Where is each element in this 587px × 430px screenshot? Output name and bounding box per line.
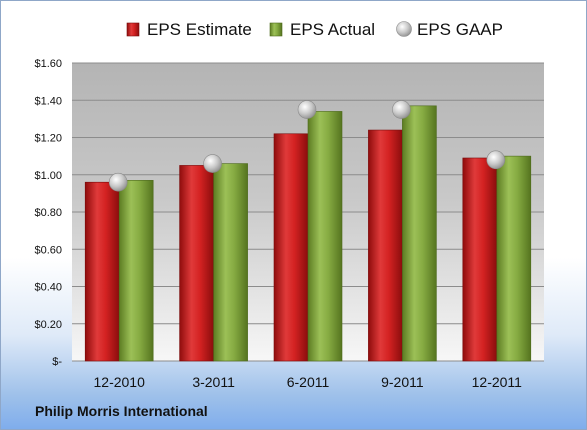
y-tick-label: $0.60	[34, 244, 62, 256]
x-tick-label: 12-2011	[472, 374, 523, 390]
legend-label: EPS Estimate	[147, 20, 252, 39]
x-tick-label: 12-2010	[94, 374, 146, 390]
bar-eps-estimate	[462, 157, 498, 362]
legend-label: EPS Actual	[290, 20, 375, 39]
bars	[84, 105, 532, 362]
x-tick-label: 6-2011	[287, 374, 330, 390]
bar-eps-actual	[118, 180, 154, 362]
bar-eps-actual	[496, 155, 532, 362]
bar-eps-estimate	[273, 133, 309, 362]
marker-eps-gaap	[108, 172, 128, 192]
y-axis: $- $0.20 $0.40 $0.60 $0.80 $1.00 $1.20 $1.40 $1.…	[34, 58, 62, 368]
y-tick-label: $1.60	[34, 58, 62, 70]
x-tick-label: 3-2011	[192, 374, 235, 390]
y-tick-label: $1.00	[34, 170, 62, 182]
bar-eps-estimate	[179, 165, 214, 362]
legend: EPS Estimate EPS Actual EPS GAAP	[126, 20, 503, 39]
y-tick-label: $1.40	[34, 95, 62, 107]
marker-eps-gaap	[297, 100, 317, 119]
legend-swatch-gaap	[396, 21, 412, 37]
legend-swatch-actual	[269, 22, 283, 37]
bar-eps-estimate	[368, 129, 403, 362]
legend-label: EPS GAAP	[417, 20, 503, 39]
y-tick-label: $0.20	[34, 319, 62, 331]
x-axis: 12-2010 3-2011 6-2011 9-2011 12-2011	[94, 374, 523, 390]
y-tick-label: $0.80	[34, 207, 62, 219]
legend-swatch-estimate	[126, 22, 140, 37]
company-name: Philip Morris International	[35, 403, 208, 419]
bar-eps-actual	[213, 163, 248, 362]
y-tick-label: $-	[52, 356, 62, 368]
eps-chart: EPS Estimate EPS Actual EPS GAAP $- $0.20 $0…	[34, 20, 544, 390]
marker-eps-gaap	[203, 154, 222, 173]
y-tick-label: $0.40	[34, 282, 62, 294]
bar-eps-actual	[307, 111, 343, 362]
marker-eps-gaap	[392, 100, 411, 119]
bar-eps-estimate	[84, 181, 120, 362]
y-tick-label: $1.20	[34, 133, 62, 145]
bar-eps-actual	[402, 105, 437, 362]
x-tick-label: 9-2011	[381, 374, 424, 390]
gaap-markers	[108, 100, 506, 192]
marker-eps-gaap	[486, 150, 506, 170]
